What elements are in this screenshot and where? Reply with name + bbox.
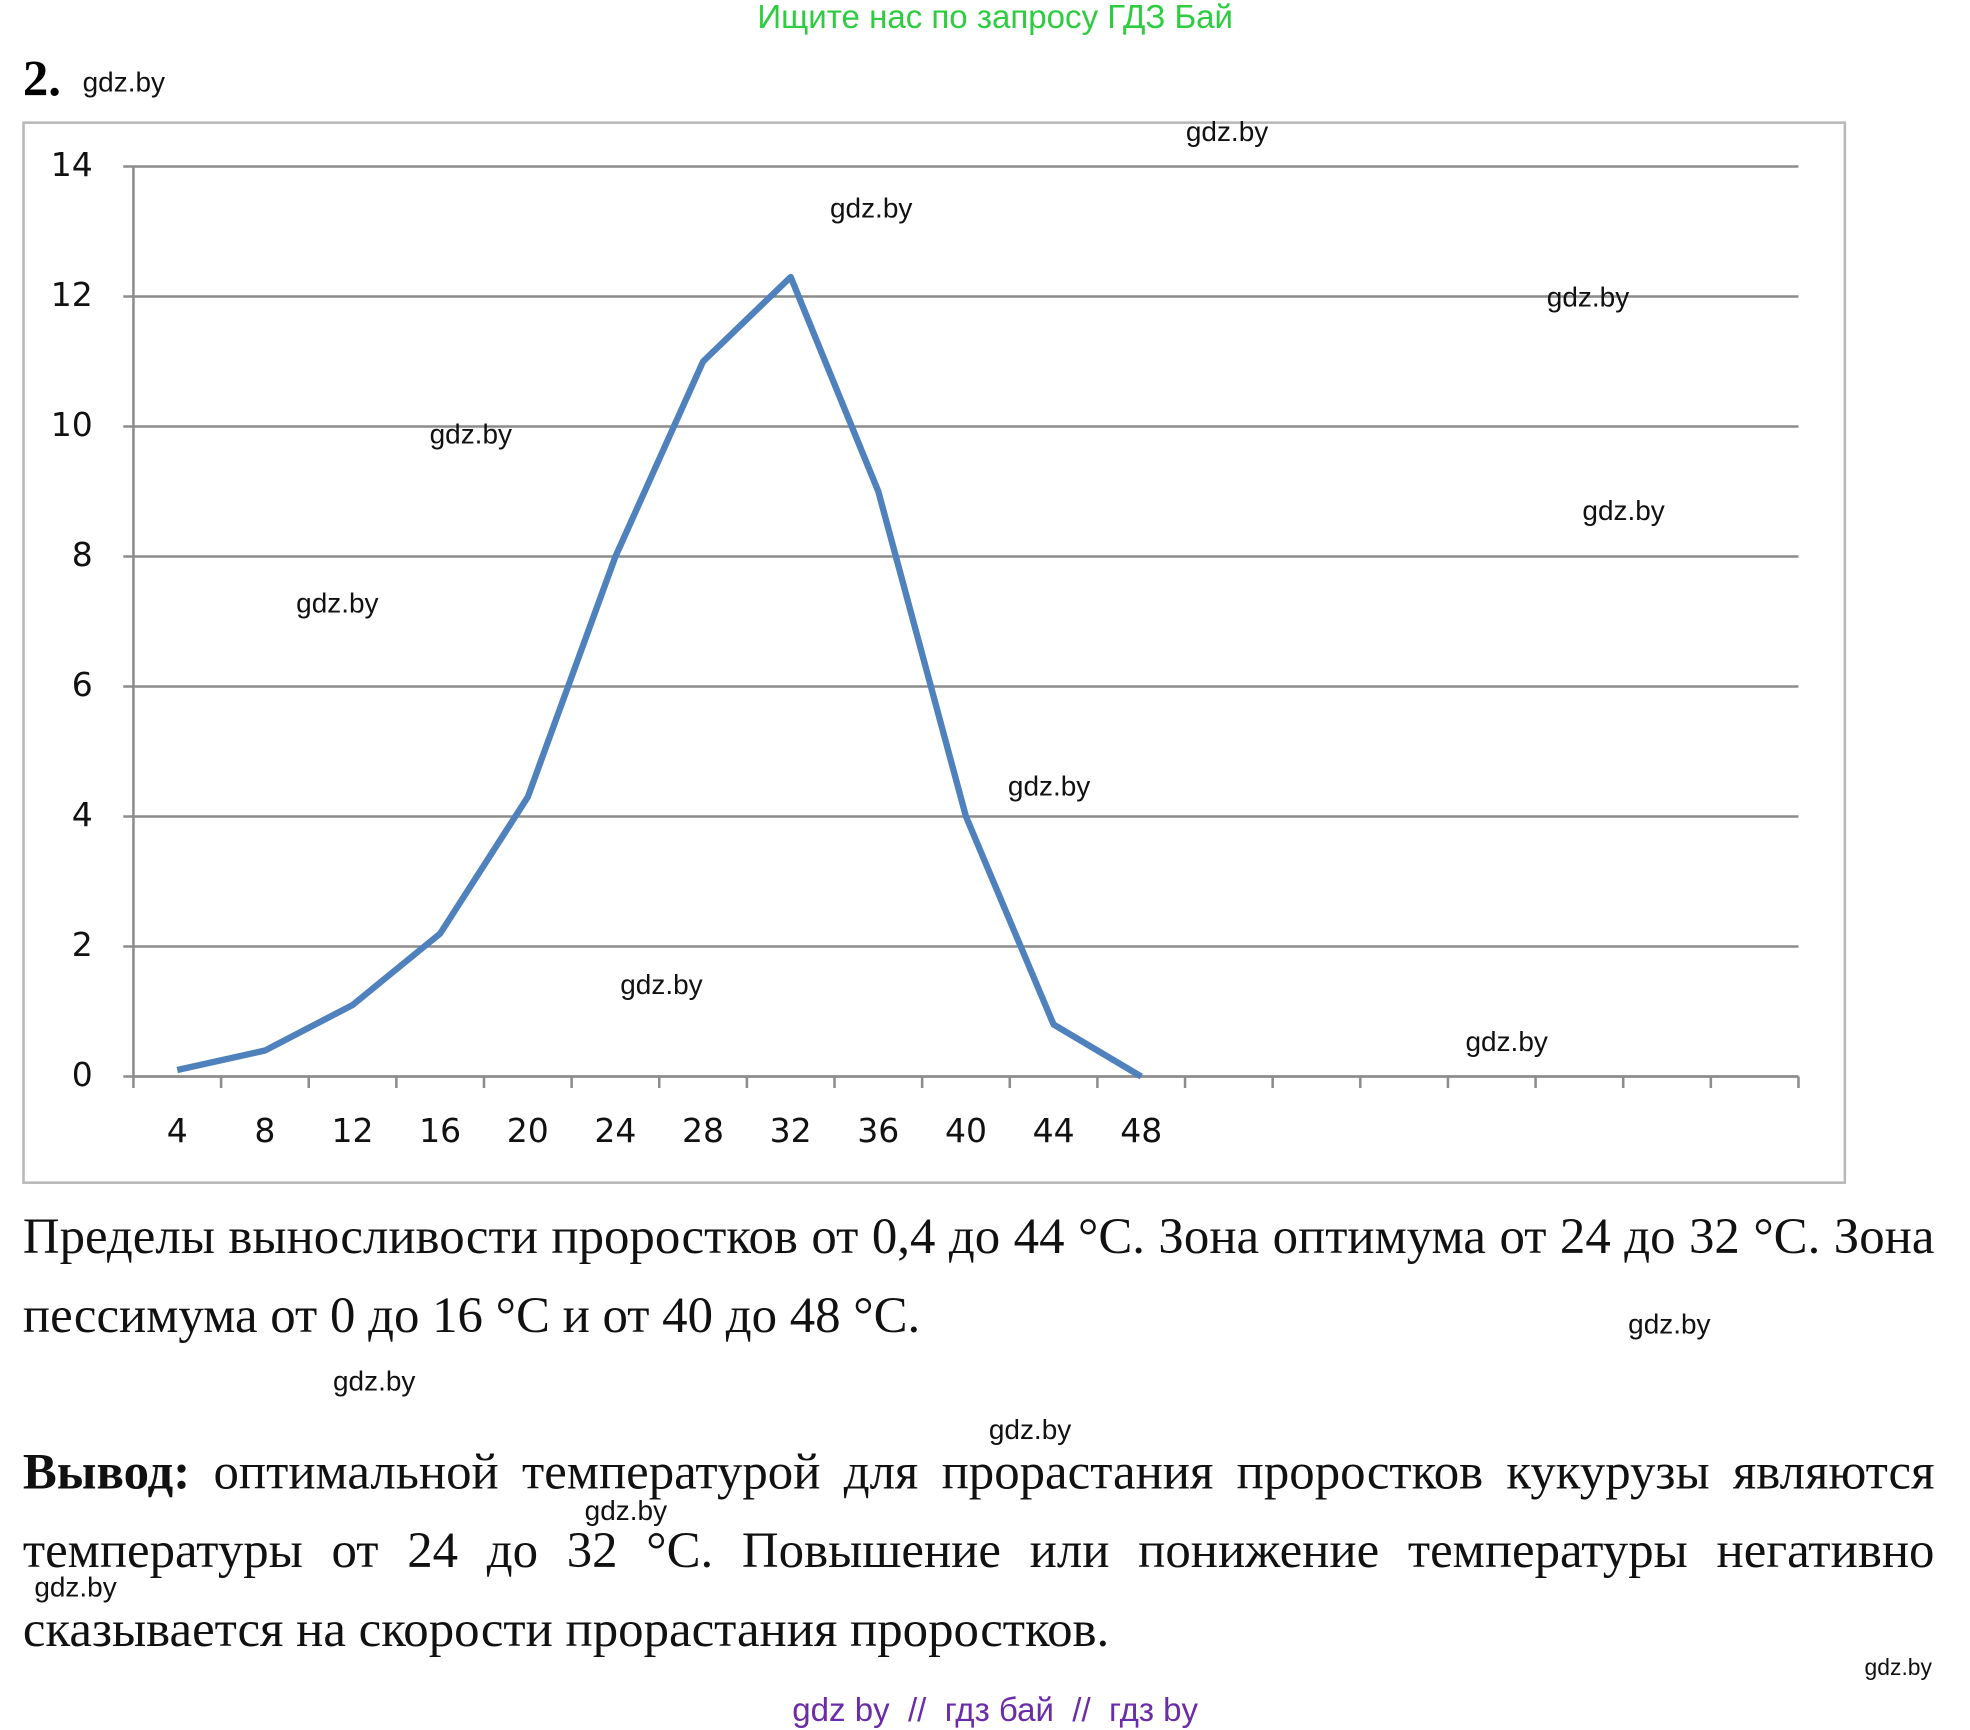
y-tick-label: 6 (72, 665, 93, 704)
watermark: gdz.by (1546, 280, 1630, 313)
x-tick-label: 4 (167, 1111, 188, 1150)
watermark: gdz.by (34, 1570, 117, 1603)
paragraph-text: оптимальной температурой для прорастания… (22, 1442, 1935, 1658)
x-tick-label: 32 (770, 1111, 812, 1150)
watermark: gdz.by (1007, 770, 1091, 803)
watermark: gdz.by (333, 1365, 416, 1397)
x-tick-label: 28 (682, 1111, 724, 1150)
y-tick-label: 0 (72, 1055, 93, 1094)
watermark: gdz.by (1582, 494, 1665, 527)
lead: Вывод: (22, 1442, 191, 1500)
watermark: gdz.by (429, 418, 512, 450)
watermark: gdz.by (584, 1494, 668, 1527)
y-tick-label: 8 (72, 535, 93, 574)
x-tick-label: 24 (594, 1111, 636, 1150)
x-tick-label: 44 (1033, 1111, 1075, 1150)
y-tick-label: 4 (72, 795, 93, 834)
x-tick-label: 40 (945, 1111, 987, 1150)
watermark: gdz.by (620, 968, 703, 1001)
chart-frame (22, 121, 1847, 1184)
paragraph: Пределы выносливости проростков от 0,4 д… (22, 1207, 1935, 1344)
watermark: gdz.by (829, 191, 913, 224)
watermark: gdz.by (296, 587, 379, 619)
x-tick-label: 48 (1120, 1111, 1162, 1150)
y-tick-label: 14 (51, 145, 93, 184)
x-tick-label: 36 (857, 1111, 899, 1150)
x-tick-label: 8 (254, 1111, 275, 1150)
data-line (176, 273, 1143, 1080)
watermark: gdz.by (988, 1413, 1072, 1446)
y-tick-label: 12 (51, 275, 93, 314)
task-number: 2. (22, 49, 62, 107)
watermark: gdz.by (1628, 1307, 1711, 1340)
footer: gdz by // гдз бай // гдз by (792, 1690, 1199, 1729)
watermark: gdz.by (1185, 115, 1269, 148)
x-tick-label: 20 (507, 1111, 549, 1150)
paragraph: Вывод: оптимальной температурой для прор… (23, 1432, 1935, 1668)
y-tick-label: 2 (72, 925, 93, 964)
banner: Ищите нас по запросу ГДЗ Бай (757, 0, 1234, 36)
watermark: gdz.by (82, 66, 166, 98)
y-tick-label: 10 (51, 405, 93, 444)
x-tick-label: 16 (419, 1111, 461, 1150)
watermark: gdz.by (1465, 1025, 1548, 1058)
watermark: gdz.by (1864, 1654, 1932, 1681)
x-tick-label: 12 (332, 1111, 374, 1150)
